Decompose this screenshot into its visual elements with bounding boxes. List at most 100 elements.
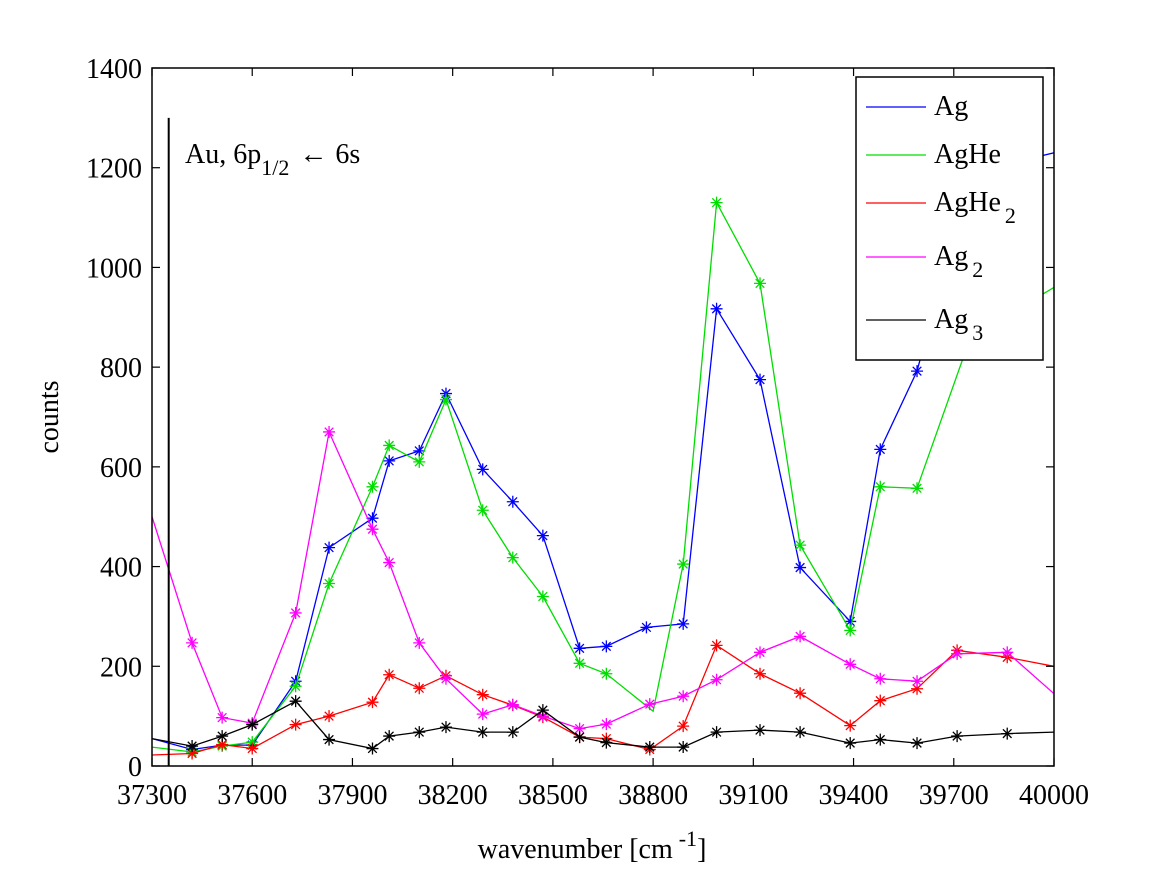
- data-point-marker: [951, 730, 964, 743]
- data-point-marker: [573, 657, 586, 670]
- y-tick-label: 200: [100, 652, 142, 683]
- data-point-marker: [710, 673, 723, 686]
- data-point-marker: [439, 393, 452, 406]
- annotation-end: 6s: [335, 139, 360, 170]
- x-tick-label: 37300: [117, 780, 187, 811]
- data-point-marker: [874, 694, 887, 707]
- legend-label: AgHe 2: [934, 187, 1016, 228]
- data-point-marker: [794, 561, 807, 574]
- data-point-marker: [289, 680, 302, 693]
- series-line: [152, 429, 1054, 730]
- legend-label: AgHe: [934, 139, 1001, 170]
- data-point-marker: [383, 556, 396, 569]
- x-tick-label: 39700: [919, 780, 989, 811]
- data-point-marker: [413, 455, 426, 468]
- data-point-marker: [366, 742, 379, 755]
- data-point-marker: [794, 630, 807, 643]
- data-point-marker: [754, 667, 767, 680]
- legend-label-subscript: 2: [1005, 203, 1016, 228]
- data-point-marker: [323, 710, 336, 723]
- data-point-marker: [573, 731, 586, 744]
- data-point-marker: [476, 504, 489, 517]
- x-tick-label: 37900: [317, 780, 387, 811]
- data-point-marker: [600, 736, 613, 749]
- data-point-marker: [476, 688, 489, 701]
- annotation-layer: Au, 6p1/2 ← 6s: [167, 117, 360, 766]
- data-point-marker: [506, 495, 519, 508]
- data-point-marker: [383, 454, 396, 467]
- data-point-marker: [951, 647, 964, 660]
- y-tick-label: 1400: [86, 54, 142, 85]
- data-point-marker: [289, 718, 302, 731]
- x-axis: 37300 37600 37900 38200 38500 38800 39100 39400…: [117, 68, 1089, 811]
- data-point-marker: [289, 606, 302, 619]
- data-point-marker: [439, 672, 452, 685]
- data-point-marker: [323, 425, 336, 438]
- x-tick-label: 39400: [819, 780, 889, 811]
- data-point-marker: [1001, 727, 1014, 740]
- annotation-main: Au, 6p: [185, 139, 261, 170]
- data-point-marker: [366, 512, 379, 525]
- y-tick-label: 800: [100, 353, 142, 384]
- legend-label-text: Ag: [934, 304, 968, 335]
- x-tick-label: 39100: [718, 780, 788, 811]
- data-point-marker: [844, 719, 857, 732]
- data-point-marker: [911, 675, 924, 688]
- data-point-marker: [323, 733, 336, 746]
- data-point-marker: [874, 480, 887, 493]
- y-tick-label: 1000: [86, 253, 142, 284]
- data-point-marker: [289, 695, 302, 708]
- data-point-marker: [677, 690, 690, 703]
- legend-label-text: AgHe: [934, 139, 1001, 170]
- data-point-marker: [710, 726, 723, 739]
- data-point-marker: [754, 373, 767, 386]
- data-point-marker: [573, 722, 586, 735]
- data-point-marker: [1001, 646, 1014, 659]
- data-point-marker: [844, 624, 857, 637]
- legend-label: Ag: [934, 91, 968, 122]
- data-point-marker: [476, 463, 489, 476]
- data-point-marker: [216, 711, 229, 724]
- x-tick-label: 37600: [217, 780, 287, 811]
- data-point-marker: [754, 646, 767, 659]
- annotation-arrow: ←: [299, 139, 327, 170]
- data-point-marker: [640, 621, 653, 634]
- data-point-marker: [383, 668, 396, 681]
- data-point-marker: [246, 718, 259, 731]
- data-point-marker: [874, 443, 887, 456]
- data-point-marker: [413, 636, 426, 649]
- data-point-marker: [573, 642, 586, 655]
- data-point-marker: [413, 682, 426, 695]
- x-axis-label: wavenumber [cm -1]: [478, 826, 707, 865]
- data-point-marker: [710, 302, 723, 315]
- legend-label-subscript: 2: [972, 257, 983, 282]
- series-line: [152, 644, 1054, 756]
- data-point-marker: [677, 558, 690, 571]
- data-point-marker: [536, 529, 549, 542]
- data-point-marker: [794, 687, 807, 700]
- data-point-marker: [439, 721, 452, 734]
- data-point-marker: [911, 682, 924, 695]
- legend-label-subscript: 3: [972, 320, 983, 345]
- data-point-marker: [476, 708, 489, 721]
- data-point-marker: [844, 615, 857, 628]
- data-point-marker: [794, 726, 807, 739]
- x-tick-label: 38200: [418, 780, 488, 811]
- legend-label: Ag 2: [934, 241, 983, 282]
- data-point-marker: [710, 196, 723, 209]
- data-point-marker: [323, 541, 336, 554]
- plot-frame: [151, 67, 1055, 767]
- series-layer: [152, 152, 1054, 760]
- data-point-marker: [186, 636, 199, 649]
- data-point-marker: [911, 365, 924, 378]
- x-axis-label-close: ]: [697, 834, 706, 865]
- y-tick-label: 400: [100, 553, 142, 584]
- data-point-marker: [536, 704, 549, 717]
- legend-label-text: Ag: [934, 241, 968, 272]
- annotation-subscript: 1/2: [261, 155, 289, 180]
- data-point-marker: [246, 742, 259, 755]
- y-axis-label: counts: [34, 380, 65, 453]
- data-point-marker: [677, 617, 690, 630]
